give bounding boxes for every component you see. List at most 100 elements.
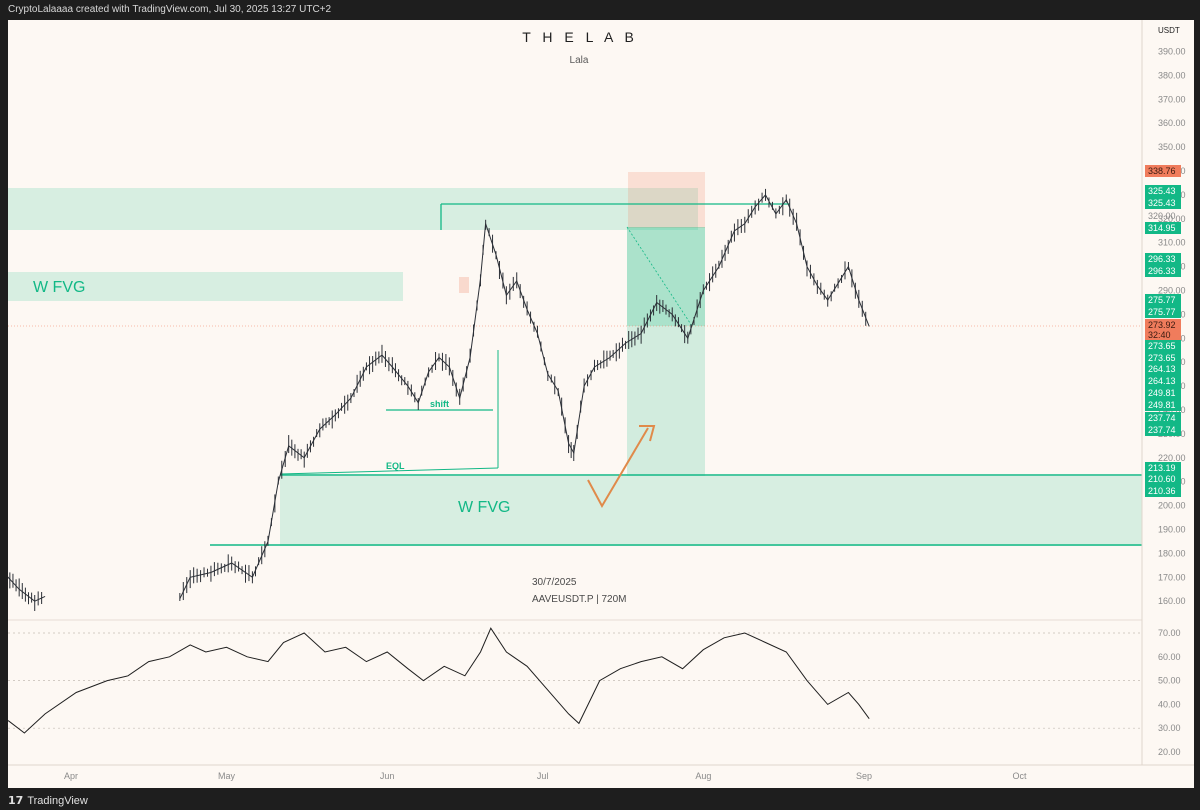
y-tick-label: 170.00 xyxy=(1158,572,1186,582)
price-label-badge xyxy=(1145,294,1181,306)
y-tick-label: 200.00 xyxy=(1158,501,1186,511)
price-label-badge xyxy=(1145,363,1181,375)
y-tick-label: 290.00 xyxy=(1158,286,1186,296)
tradingview-logo[interactable]: 17 TradingView xyxy=(8,794,88,807)
price-label-badge xyxy=(1145,197,1181,209)
price-label-stack: 338.76 325.43 325.43 320.00 314.95 296.33 296.… xyxy=(1145,165,1181,497)
eql-line xyxy=(279,467,499,475)
price-label-badge xyxy=(1145,253,1181,265)
bottom-brand-bar: 17 TradingView xyxy=(0,788,1200,810)
trade-risk-zone xyxy=(628,172,705,228)
chart-title: T H E L A B xyxy=(522,29,638,45)
price-label-badge xyxy=(1145,306,1181,318)
price-label-text: 237.74 xyxy=(1148,413,1176,423)
price-series-line xyxy=(8,576,46,602)
projection-arrow xyxy=(587,427,649,509)
price-label-text: 210.36 xyxy=(1148,486,1176,496)
watermark-date: 30/7/2025 xyxy=(532,577,577,588)
price-label-badge xyxy=(1145,340,1181,352)
rsi-series-line xyxy=(8,627,870,734)
price-label-badge xyxy=(1145,329,1181,341)
y-tick-label: 190.00 xyxy=(1158,525,1186,535)
projection-arrowhead xyxy=(639,425,656,442)
price-label-badge xyxy=(1145,265,1181,277)
price-label-text: 314.95 xyxy=(1148,223,1176,233)
y-tick-label: 390.00 xyxy=(1158,47,1186,57)
chart-subtitle: Lala xyxy=(570,55,589,66)
price-label-badge xyxy=(1145,473,1181,485)
price-label-text: 273.65 xyxy=(1148,341,1176,351)
price-label-text: 213.19 xyxy=(1148,463,1176,473)
x-tick-label: Jul xyxy=(537,771,549,781)
y-tick-label: 160.00 xyxy=(1158,596,1186,606)
x-tick-label: Jun xyxy=(380,771,395,781)
top-supply-zone xyxy=(8,188,698,230)
tradingview-brand-text: TradingView xyxy=(27,795,88,807)
price-label-text: 296.33 xyxy=(1148,254,1176,264)
wick-highlight xyxy=(459,277,469,293)
price-label-text: 249.81 xyxy=(1148,400,1176,410)
price-label-badge xyxy=(1145,319,1181,331)
price-label-text: 264.13 xyxy=(1148,376,1176,386)
price-label-badge xyxy=(1145,222,1181,234)
y-tick-label: 380.00 xyxy=(1158,70,1186,80)
price-label-badge xyxy=(1145,165,1181,177)
lower-fvg-label: W FVG xyxy=(458,499,510,516)
price-label-badge xyxy=(1145,185,1181,197)
trade-extension-zone xyxy=(627,326,705,476)
shift-label: shift xyxy=(430,399,449,409)
y-tick-label: 220.00 xyxy=(1158,453,1186,463)
top-credit-bar: CryptoLalaaaa created with TradingView.c… xyxy=(0,0,1200,20)
left-fvg-zone xyxy=(8,272,403,301)
price-label-text: 325.43 xyxy=(1148,186,1176,196)
price-label-text: 249.81 xyxy=(1148,388,1176,398)
price-label-text: 273.65 xyxy=(1148,353,1176,363)
price-label-text: 338.76 xyxy=(1148,166,1176,176)
price-label-text: 237.74 xyxy=(1148,425,1176,435)
price-label-badge xyxy=(1145,485,1181,497)
rsi-axis: 70.00 60.00 50.00 40.00 30.00 20.00 xyxy=(1158,628,1181,757)
time-axis: Apr May Jun Jul Aug Sep Oct xyxy=(64,771,1027,781)
x-tick-label: Aug xyxy=(695,771,711,781)
price-label-text: 273.92 xyxy=(1148,320,1176,330)
chart-canvas[interactable]: 390.00380.00370.00360.00350.00340.00330.… xyxy=(8,20,1194,788)
price-label-badge xyxy=(1145,399,1181,411)
price-label-badge xyxy=(1145,375,1181,387)
price-label-text: 275.77 xyxy=(1148,295,1176,305)
price-label-badge xyxy=(1145,387,1181,399)
price-label-text: 320.00 xyxy=(1148,211,1176,221)
rsi-tick-label: 70.00 xyxy=(1158,628,1181,638)
annotation-lines xyxy=(8,20,1194,766)
price-label-badge xyxy=(1145,462,1181,474)
eql-label: EQL xyxy=(386,461,405,471)
left-fvg-label: W FVG xyxy=(33,279,85,296)
tradingview-logo-icon: 17 xyxy=(8,794,24,807)
rsi-tick-label: 60.00 xyxy=(1158,652,1181,662)
chart-frame: 390.00380.00370.00360.00350.00340.00330.… xyxy=(8,20,1194,788)
rsi-tick-label: 20.00 xyxy=(1158,747,1181,757)
currency-label: USDT xyxy=(1158,26,1180,35)
zone-layer xyxy=(8,172,1142,546)
candle-marks xyxy=(9,188,870,611)
price-label-text: 275.77 xyxy=(1148,307,1176,317)
y-tick-label: 310.00 xyxy=(1158,238,1186,248)
y-tick-label: 370.00 xyxy=(1158,94,1186,104)
price-label-text: 210.60 xyxy=(1148,474,1176,484)
rsi-levels xyxy=(8,632,1142,729)
price-label-badge xyxy=(1145,424,1181,436)
price-label-text: 32:40 xyxy=(1148,330,1171,340)
credit-text: CryptoLalaaaa created with TradingView.c… xyxy=(8,4,332,15)
x-tick-label: May xyxy=(218,771,236,781)
y-tick-label: 180.00 xyxy=(1158,548,1186,558)
y-tick-label: 350.00 xyxy=(1158,142,1186,152)
rsi-tick-label: 30.00 xyxy=(1158,723,1181,733)
x-tick-label: Oct xyxy=(1012,771,1027,781)
price-label-badge xyxy=(1145,352,1181,364)
price-label-text: 264.13 xyxy=(1148,364,1176,374)
x-tick-label: Sep xyxy=(856,771,872,781)
price-label-text: 296.33 xyxy=(1148,266,1176,276)
lower-fvg-zone xyxy=(280,476,1142,546)
price-label-badge xyxy=(1145,412,1181,424)
y-tick-label: 360.00 xyxy=(1158,118,1186,128)
rsi-tick-label: 40.00 xyxy=(1158,699,1181,709)
